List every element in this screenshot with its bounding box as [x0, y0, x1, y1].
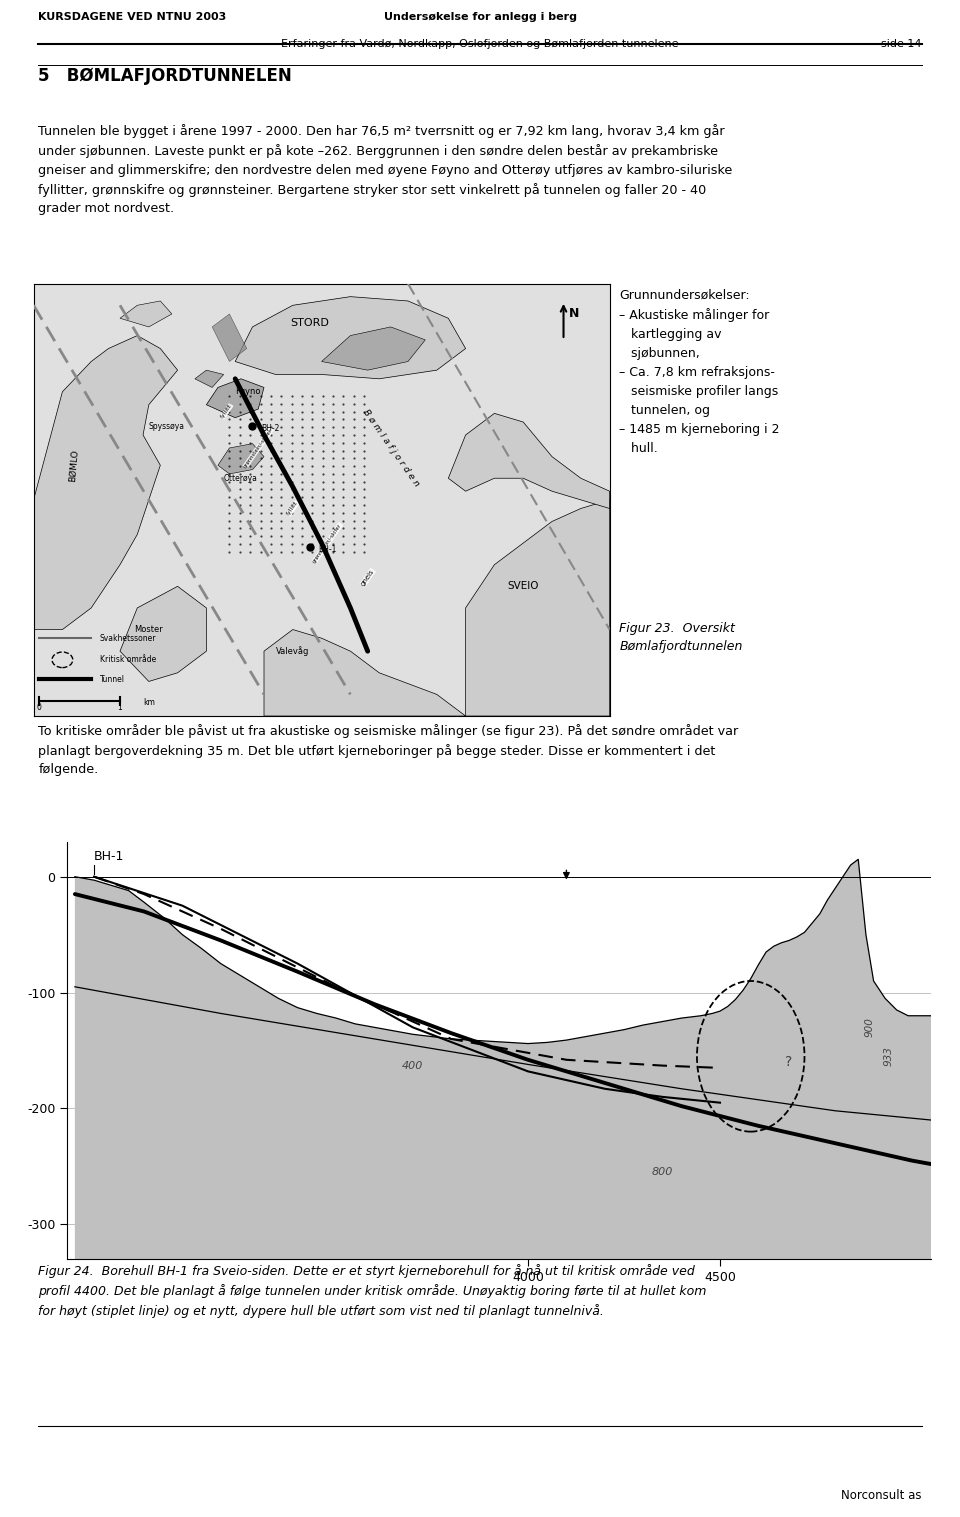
Polygon shape — [235, 297, 466, 379]
Text: 800: 800 — [652, 1167, 673, 1177]
Polygon shape — [120, 587, 206, 681]
Text: grønnstein/-skifer: grønnstein/-skifer — [243, 428, 274, 469]
Text: side 14: side 14 — [881, 39, 922, 50]
Text: Grunnundersøkelser:
– Akustiske målinger for
   kartlegging av
   sjøbunnen,
– C: Grunnundersøkelser: – Akustiske målinger… — [619, 288, 780, 455]
Text: BH-1: BH-1 — [319, 545, 337, 554]
Text: 900: 900 — [865, 1018, 875, 1038]
Text: Spyssøya: Spyssøya — [149, 422, 184, 431]
Text: 400: 400 — [402, 1062, 423, 1071]
Polygon shape — [75, 859, 931, 1259]
Text: gneis: gneis — [360, 569, 375, 587]
Polygon shape — [195, 370, 224, 387]
Text: N: N — [569, 308, 580, 320]
Text: STORD: STORD — [291, 317, 329, 328]
Text: 933: 933 — [884, 1047, 894, 1066]
Text: Tunnelen ble bygget i årene 1997 - 2000. Den har 76,5 m² tverrsnitt og er 7,92 k: Tunnelen ble bygget i årene 1997 - 2000.… — [38, 124, 732, 215]
Polygon shape — [120, 300, 172, 328]
Text: BØMLO: BØMLO — [68, 449, 80, 482]
Text: km: km — [143, 698, 155, 707]
Polygon shape — [206, 379, 264, 417]
Text: 1: 1 — [118, 702, 122, 711]
Text: fyllitt: fyllitt — [220, 404, 233, 419]
Polygon shape — [264, 630, 466, 716]
Text: To kritiske områder ble påvist ut fra akustiske og seismiske målinger (se figur : To kritiske områder ble påvist ut fra ak… — [38, 724, 738, 777]
Text: ?: ? — [785, 1056, 793, 1069]
Text: Kritisk område: Kritisk område — [100, 655, 156, 664]
Text: Svakhetssoner: Svakhetssoner — [100, 634, 156, 643]
Text: Figur 23.  Oversikt
Bømlafjordtunnelen: Figur 23. Oversikt Bømlafjordtunnelen — [619, 622, 743, 652]
Text: BH-1: BH-1 — [94, 850, 125, 863]
Polygon shape — [218, 443, 264, 473]
Text: SVEIO: SVEIO — [508, 581, 539, 592]
Text: Tunnel: Tunnel — [100, 675, 125, 684]
Text: Valevåg: Valevåg — [276, 646, 309, 657]
Text: Figur 24.  Borehull BH-1 fra Sveio-siden. Dette er et styrt kjerneborehull for å: Figur 24. Borehull BH-1 fra Sveio-siden.… — [38, 1264, 707, 1318]
Text: 5   BØMLAFJORDTUNNELEN: 5 BØMLAFJORDTUNNELEN — [38, 67, 292, 85]
Text: grønnstein/-skifer: grønnstein/-skifer — [312, 522, 343, 564]
Text: Erfaringer fra Vardø, Nordkapp, Oslofjorden og Bømlafjorden tunnelene: Erfaringer fra Vardø, Nordkapp, Oslofjor… — [281, 39, 679, 50]
Text: Norconsult as: Norconsult as — [841, 1488, 922, 1502]
Text: BH-2: BH-2 — [261, 425, 279, 432]
Polygon shape — [34, 335, 178, 630]
Text: 0: 0 — [36, 702, 42, 711]
Polygon shape — [322, 328, 425, 370]
Text: fyllitt: fyllitt — [286, 501, 300, 516]
Text: Otterøya: Otterøya — [224, 473, 257, 482]
Polygon shape — [448, 414, 610, 508]
Text: KURSDAGENE VED NTNU 2003: KURSDAGENE VED NTNU 2003 — [38, 12, 227, 23]
Text: Moster: Moster — [134, 625, 163, 634]
Polygon shape — [466, 501, 610, 716]
Polygon shape — [212, 314, 247, 361]
Text: Føyno: Føyno — [235, 387, 261, 396]
Text: B ø m l a f j o r d e n: B ø m l a f j o r d e n — [361, 408, 420, 488]
Text: Undersøkelse for anlegg i berg: Undersøkelse for anlegg i berg — [383, 12, 577, 23]
